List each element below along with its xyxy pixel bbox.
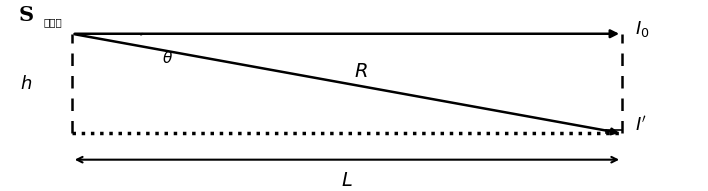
Text: 点光源: 点光源 bbox=[44, 17, 62, 27]
Text: $\theta$: $\theta$ bbox=[161, 50, 173, 66]
Text: $L$: $L$ bbox=[341, 171, 353, 190]
Text: $R$: $R$ bbox=[354, 62, 368, 81]
Text: $I'$: $I'$ bbox=[634, 115, 646, 134]
Text: $I_0$: $I_0$ bbox=[634, 19, 649, 39]
Text: $h$: $h$ bbox=[20, 75, 32, 93]
Text: S: S bbox=[19, 5, 34, 25]
